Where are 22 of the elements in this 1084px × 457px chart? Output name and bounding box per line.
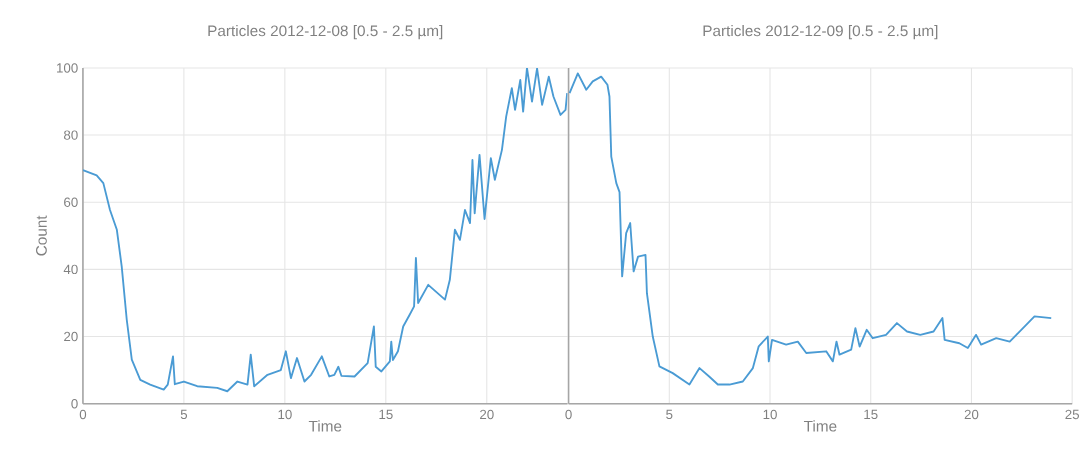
- y-tick-label: 40: [63, 264, 78, 275]
- x-tick-label: 10: [278, 409, 292, 420]
- x-tick-label: 0: [565, 409, 572, 420]
- x-tick-label: 15: [864, 409, 878, 420]
- y-tick-label: 0: [71, 399, 78, 409]
- x-tick-label: 10: [763, 409, 777, 420]
- x-tick-label: 5: [180, 409, 188, 420]
- x-tick-label: 0: [79, 409, 87, 420]
- x-tick-label: 20: [964, 409, 979, 420]
- x-tick-label: 5: [666, 409, 673, 420]
- y-axis-title: Count: [36, 215, 47, 256]
- x-tick-label: 20: [480, 409, 494, 420]
- x-tick-label: 25: [1065, 409, 1080, 420]
- x-axis-title: Time: [308, 420, 342, 432]
- y-tick-label: 100: [57, 63, 78, 73]
- x-axis-title: Time: [803, 420, 837, 432]
- x-tick-label: 15: [379, 409, 393, 420]
- chart-title: Particles 2012-12-09 [0.5 - 2.5 µm]: [703, 25, 938, 40]
- y-tick-label: 80: [63, 130, 78, 140]
- y-tick-label: 60: [64, 197, 78, 208]
- y-tick-label: 20: [64, 331, 78, 342]
- chart-title: Particles 2012-12-08 [0.5 - 2.5 µm]: [208, 25, 443, 40]
